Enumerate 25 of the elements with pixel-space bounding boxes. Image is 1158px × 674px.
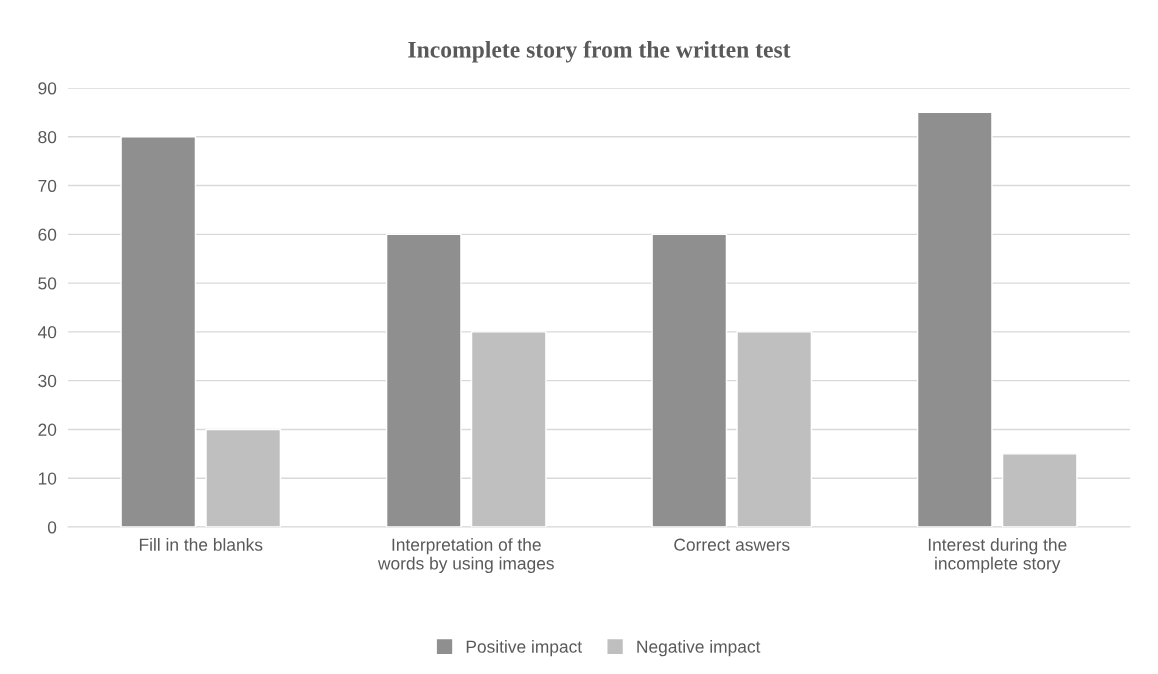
bar xyxy=(470,331,547,527)
bar xyxy=(1001,453,1078,527)
y-tick-label: 50 xyxy=(38,277,57,290)
y-tick-label: 10 xyxy=(38,472,57,485)
y-tick-label: 0 xyxy=(47,521,57,534)
bar xyxy=(736,331,813,527)
x-tick-label: Fill in the blanks xyxy=(139,538,263,551)
chart-title: Incomplete story from the written test xyxy=(408,40,791,63)
y-tick-label: 80 xyxy=(38,130,57,144)
y-tick-label: 90 xyxy=(38,82,57,95)
legend-label: Negative impact xyxy=(637,640,761,657)
bar xyxy=(385,233,462,527)
y-tick-label: 40 xyxy=(37,326,57,339)
bar xyxy=(205,428,282,527)
legend-label: Positive impact xyxy=(466,640,582,657)
y-tick-label: 20 xyxy=(38,423,57,436)
y-tick-label: 60 xyxy=(38,228,57,241)
x-tick-label: Interpretation of the words by using images xyxy=(377,538,554,573)
y-tick-label: 30 xyxy=(38,374,57,388)
bar xyxy=(916,111,993,527)
bar xyxy=(120,136,197,527)
y-tick-label: 70 xyxy=(38,179,57,193)
bar xyxy=(651,233,728,527)
x-tick-label: Interest during the incomplete story xyxy=(928,538,1067,573)
x-tick-label: Correct aswers xyxy=(674,538,790,551)
